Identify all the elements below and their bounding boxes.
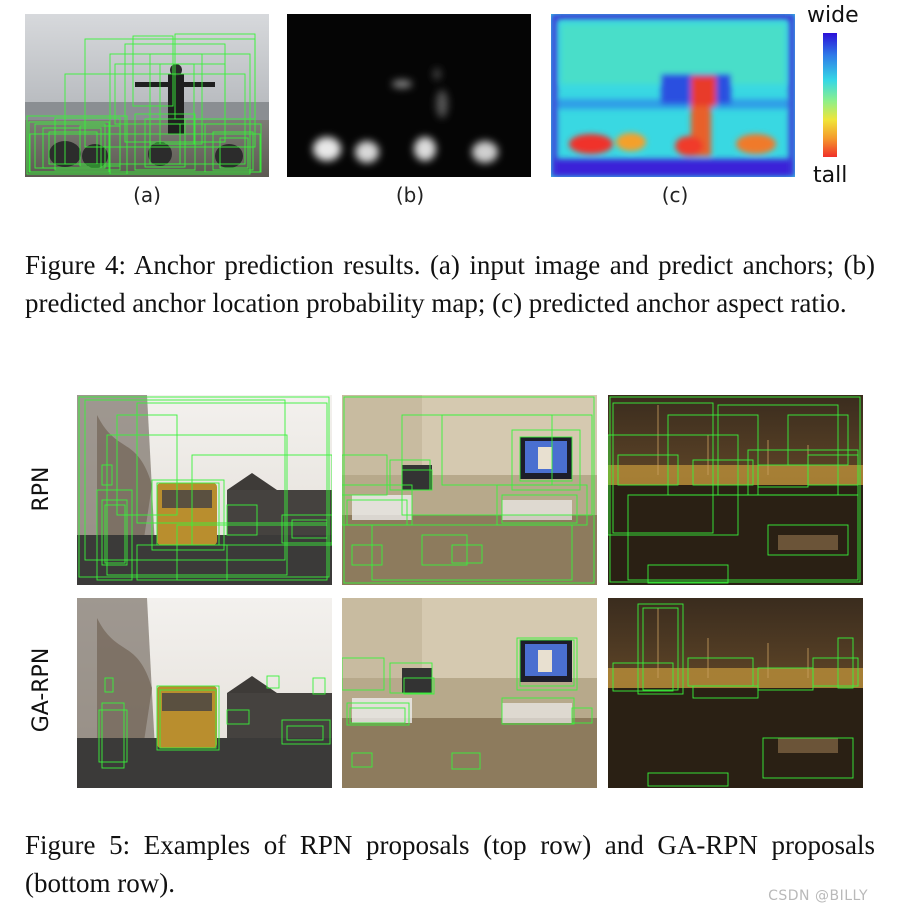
colorbar-top-label: wide <box>807 3 859 28</box>
figure4-caption: Figure 4: Anchor prediction results. (a)… <box>25 250 875 318</box>
panel-label-a: (a) <box>133 183 161 207</box>
fig4-panel-c-aspect-ratio-map <box>551 14 795 177</box>
panel-label-c: (c) <box>661 183 689 207</box>
row-label-rpn: RPN <box>29 466 54 512</box>
figure5-caption: Figure 5: Examples of RPN proposals (top… <box>25 830 875 898</box>
fig5-ga-rpn-office-image <box>342 598 597 788</box>
fig5-ga-rpn-harbor-image <box>608 598 863 788</box>
fig5-rpn-office-image <box>342 395 597 585</box>
fig5-rpn-harbor-image <box>608 395 863 585</box>
panel-label-b: (b) <box>395 183 425 207</box>
fig5-ga-rpn-street-image <box>77 598 332 788</box>
fig5-rpn-street-image <box>77 395 332 585</box>
csdn-watermark: CSDN @BILLY <box>768 888 868 904</box>
fig4-panel-a-image <box>25 14 269 177</box>
colorbar-bottom-label: tall <box>813 163 848 188</box>
fig4-colorbar <box>823 33 837 157</box>
row-label-ga-rpn: GA-RPN <box>29 647 54 733</box>
fig4-panel-b-probability-map <box>287 14 531 177</box>
